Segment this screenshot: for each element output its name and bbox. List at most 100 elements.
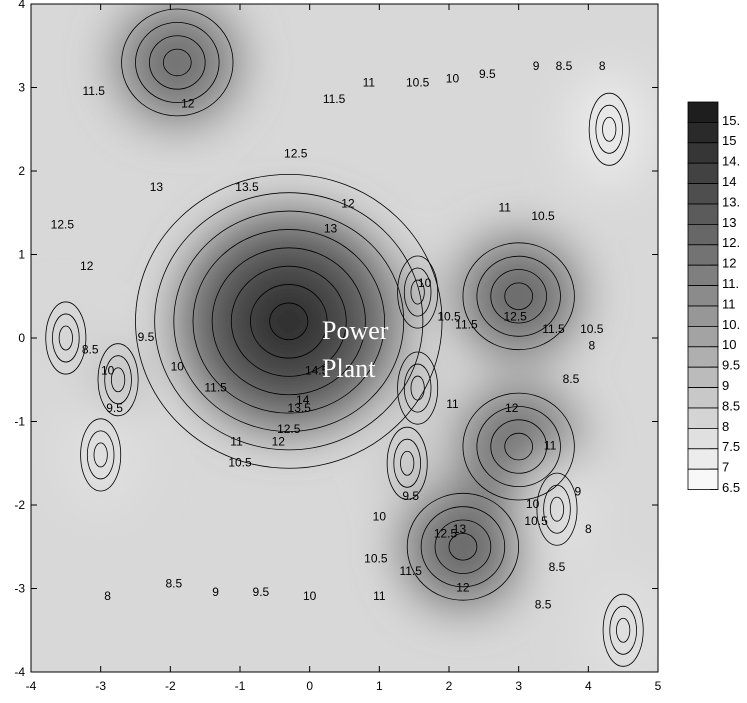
legend-swatch (687, 407, 719, 429)
contour-ring (173, 210, 405, 432)
contour-label: 12 (80, 259, 94, 273)
contour-ring (403, 267, 432, 317)
contour-label: 10.5 (437, 309, 461, 323)
contour-label: 11.5 (82, 84, 105, 98)
contour-label: 11.5 (455, 318, 478, 332)
power-plant-annotation: Power Plant (322, 316, 389, 383)
contour-label: 12.5 (51, 217, 75, 231)
contour-label: 12.5 (284, 146, 308, 160)
y-tick-label: -2 (14, 498, 25, 512)
x-tick-label: -4 (26, 679, 37, 693)
y-tick-label: 0 (18, 331, 25, 345)
contour-ring (616, 617, 631, 643)
contour-label: 13 (453, 522, 467, 536)
contour-label: 13.5 (288, 401, 312, 415)
contour-label: 11 (446, 397, 459, 411)
contour-ring (400, 450, 415, 476)
contour-ring (211, 247, 366, 396)
contour-ring (406, 492, 520, 601)
contour-label: 12 (181, 96, 195, 110)
contour-ring (397, 255, 439, 329)
legend-swatch (687, 468, 719, 491)
contour-label: 11.5 (323, 92, 346, 106)
contour-label: 9.5 (106, 401, 123, 415)
contour-label: 10 (101, 364, 115, 378)
contour-label: 8.5 (549, 560, 566, 574)
contour-ring (121, 8, 234, 117)
legend-label: 10 (722, 337, 736, 352)
contour-label: 13.5 (235, 180, 259, 194)
contour-label: 12 (272, 435, 286, 449)
contour-ring (135, 173, 443, 469)
contour-label: 8.5 (563, 372, 580, 386)
legend-label: 9.5 (722, 358, 740, 373)
y-tick-label: -4 (14, 665, 25, 679)
contour-ring (434, 519, 492, 574)
x-tick-label: -3 (95, 679, 106, 693)
contour-label: 13 (324, 222, 338, 236)
contour-label: 10.5 (580, 322, 604, 336)
contour-ring (135, 21, 220, 103)
x-axis: -4 -3 -2 -1 0 1 2 3 4 5 (26, 4, 662, 693)
legend-swatch (687, 223, 719, 246)
contour-label: 10.5 (406, 75, 430, 89)
legend-label: 12. (722, 235, 740, 250)
contour-ring (462, 392, 575, 501)
contour-ring (154, 192, 424, 451)
contour-label: 9 (212, 585, 219, 599)
contour-ring (602, 593, 644, 667)
contour-ring (595, 104, 624, 154)
contour-ring (549, 496, 565, 522)
contour-label: 11 (544, 439, 557, 453)
legend-label: 15. (722, 113, 740, 128)
contour-label: 10 (526, 497, 540, 511)
legend-swatch (687, 448, 719, 470)
contour-label: 8.5 (165, 576, 182, 590)
contour-ring (543, 484, 571, 534)
legend-swatch (687, 285, 719, 307)
contour-label: 11.5 (399, 564, 422, 578)
x-tick-label: -2 (165, 679, 176, 693)
contour-label: 11 (363, 75, 376, 89)
x-tick-label: -1 (235, 679, 246, 693)
contour-label: 11 (373, 589, 386, 603)
y-tick-label: -1 (14, 415, 25, 429)
contour-label: 10.5 (364, 551, 388, 565)
peak-blob (266, 298, 312, 344)
contour-ring (110, 367, 126, 393)
legend-label: 8.5 (722, 398, 740, 413)
legend-swatch (687, 203, 719, 225)
contour-label: 10.5 (524, 514, 548, 528)
contour-ring (609, 605, 637, 655)
peak-blob (450, 534, 476, 560)
x-tick-label: 2 (446, 679, 453, 693)
contour-label: 11 (230, 435, 243, 449)
contour-label: 10 (418, 276, 432, 290)
legend-swatch (687, 264, 719, 287)
legend: 15. 15 14. 14 13. 13 12. 12 11. 11 10. 10 9.5 9 8.5 8 7.… (687, 101, 740, 495)
legend-label: 9 (722, 378, 729, 393)
contour-ring (58, 325, 73, 351)
contour-label: 10 (171, 359, 185, 373)
trough-blob (387, 435, 427, 492)
legend-label: 12 (722, 256, 736, 271)
annotation-plant: Plant (322, 354, 376, 383)
contour-ring (393, 438, 421, 488)
trough-blob (584, 575, 658, 672)
contour-label: 14.5 (305, 364, 329, 378)
legend-label: 13. (722, 194, 740, 209)
trough-blob (398, 264, 438, 321)
contour-ring (97, 343, 139, 417)
contour-ring (250, 284, 328, 359)
contour-ring (420, 506, 506, 588)
y-tick-label: 3 (18, 81, 25, 95)
contour-ring (397, 351, 439, 425)
x-tick-label: 3 (515, 679, 522, 693)
x-tick-label: 4 (585, 679, 592, 693)
contour-ring (80, 418, 122, 492)
legend-swatch (687, 346, 719, 368)
peak-blob (506, 283, 532, 309)
trough-blob (46, 309, 86, 367)
annotation-power: Power (322, 316, 389, 345)
